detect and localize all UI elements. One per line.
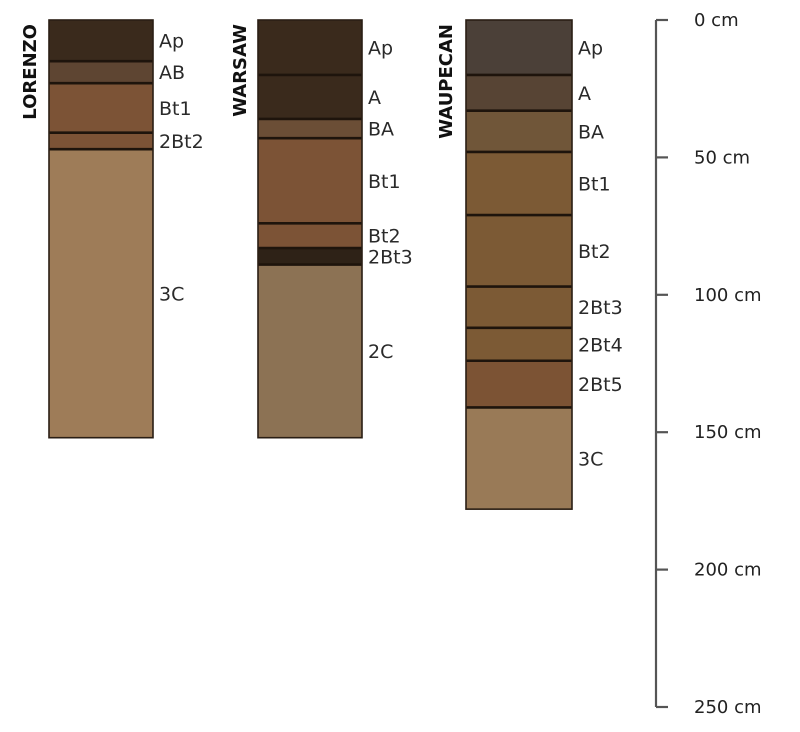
horizon-2bt3 [466, 286, 572, 328]
horizon-label: 3C [159, 283, 184, 305]
horizon-a [466, 74, 572, 111]
scale-tick-label: 200 cm [694, 560, 762, 581]
horizon-a [258, 74, 362, 119]
horizon-ba [258, 118, 362, 139]
horizon-label: Bt2 [368, 226, 401, 248]
horizon-2bt4 [466, 327, 572, 361]
horizon-label: 2Bt3 [368, 246, 413, 268]
horizon-2c [258, 264, 362, 438]
horizon-ap [466, 20, 572, 75]
horizon-label: 2Bt5 [578, 374, 623, 396]
horizon-ab [49, 61, 153, 84]
depth-scale: 0 cm 50 cm 100 cm 150 cm 200 cm 250 cm [654, 10, 762, 718]
horizon-3c [466, 407, 572, 510]
horizon-label: BA [368, 119, 394, 141]
soil-profile-lorenzo: Ap AB Bt1 2Bt2 3C LORENZO [20, 19, 204, 439]
horizon-label: Ap [368, 37, 393, 59]
horizon-label: Bt1 [368, 171, 401, 193]
horizon-ap [49, 20, 153, 62]
horizon-label: Ap [578, 37, 603, 59]
horizon-2bt5 [466, 360, 572, 408]
horizon-bt2 [466, 215, 572, 287]
horizon-ba [466, 110, 572, 152]
horizon-bt1 [49, 83, 153, 133]
scale-tick-label: 0 cm [694, 10, 739, 31]
horizon-label: AB [159, 62, 185, 84]
horizon-label: Ap [159, 31, 184, 53]
horizon-label: A [368, 87, 381, 109]
scale-tick-label: 50 cm [694, 147, 750, 168]
profile-title: WAUPECAN [436, 24, 457, 139]
horizon-label: Bt2 [578, 241, 611, 263]
scale-tick-label: 100 cm [694, 285, 762, 306]
profile-outline [48, 19, 154, 439]
horizon-label: Bt1 [578, 174, 611, 196]
profile-outline [257, 19, 363, 439]
horizon-label: A [578, 83, 591, 105]
horizon-2bt3 [258, 248, 362, 265]
horizon-label: 2C [368, 341, 393, 363]
horizon-label: 2Bt2 [159, 131, 204, 153]
profile-title: WARSAW [230, 24, 251, 117]
horizon-bt2 [258, 223, 362, 249]
horizon-label: 2Bt4 [578, 334, 623, 356]
horizon-2bt2 [49, 132, 153, 150]
horizon-label: BA [578, 121, 604, 143]
profile-outline [465, 19, 573, 510]
horizon-label: 3C [578, 448, 603, 470]
horizon-3c [49, 149, 153, 438]
profile-title: LORENZO [20, 24, 41, 120]
scale-tick-label: 150 cm [694, 422, 762, 443]
soil-profile-waupecan: Ap A BA Bt1 Bt2 2Bt3 2Bt4 2Bt5 3C WAUPECAN [436, 19, 623, 510]
horizon-bt1 [258, 138, 362, 224]
horizon-ap [258, 20, 362, 75]
horizon-label: Bt1 [159, 98, 192, 120]
horizon-bt1 [466, 151, 572, 216]
horizon-label: 2Bt3 [578, 297, 623, 319]
scale-tick-label: 250 cm [694, 697, 762, 718]
